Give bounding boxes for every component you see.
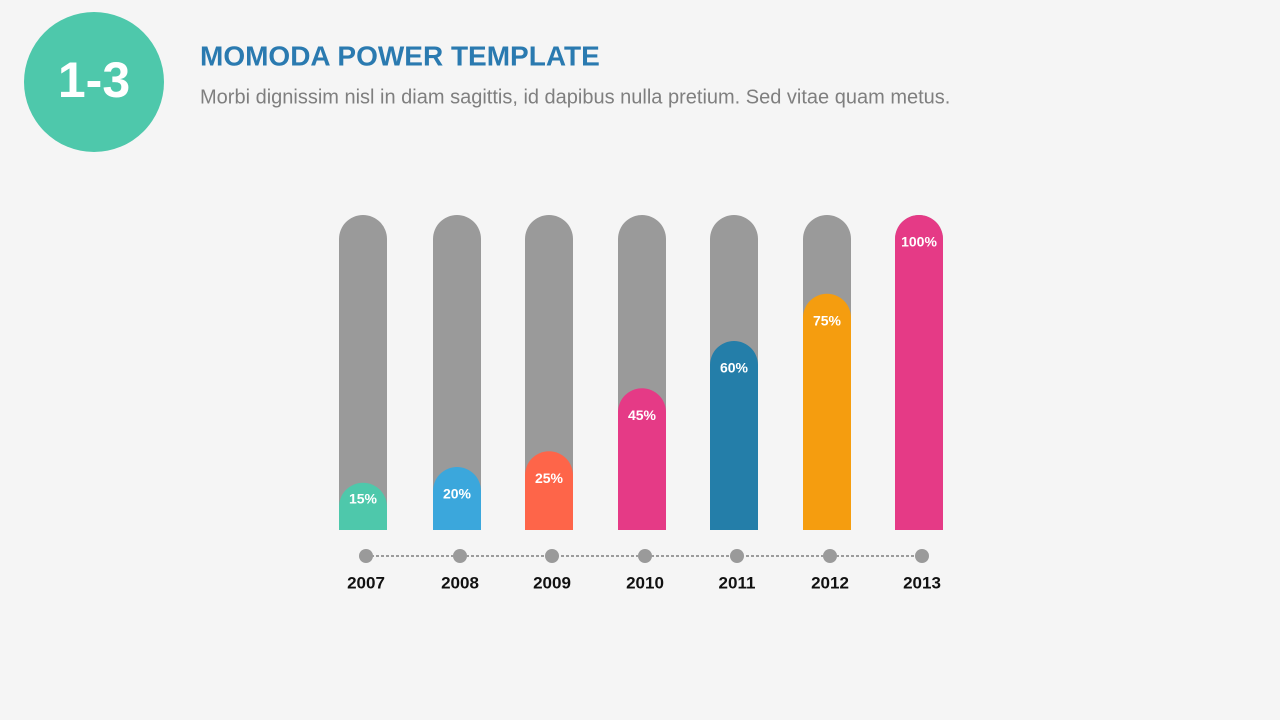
bar-track bbox=[525, 215, 573, 530]
timeline-dot bbox=[359, 549, 373, 563]
value-label: 15% bbox=[349, 491, 378, 507]
x-tick-label: 2013 bbox=[903, 573, 941, 592]
timeline-dot bbox=[453, 549, 467, 563]
bar bbox=[525, 451, 573, 530]
bar-track bbox=[339, 215, 387, 530]
x-tick-label: 2009 bbox=[533, 573, 571, 592]
timeline-dot bbox=[730, 549, 744, 563]
bar bbox=[895, 215, 943, 530]
bar bbox=[339, 482, 387, 530]
value-label: 100% bbox=[901, 234, 937, 250]
x-tick-label: 2010 bbox=[626, 573, 664, 592]
badge-text: 1-3 bbox=[58, 52, 130, 108]
timeline-dot bbox=[823, 549, 837, 563]
bar bbox=[710, 341, 758, 530]
bar bbox=[803, 293, 851, 530]
x-tick-label: 2012 bbox=[811, 573, 849, 592]
x-tick-label: 2007 bbox=[347, 573, 385, 592]
timeline-dot bbox=[915, 549, 929, 563]
title: MOMODA POWER TEMPLATE bbox=[200, 40, 600, 71]
bar bbox=[618, 388, 666, 530]
timeline-dot bbox=[545, 549, 559, 563]
badge bbox=[24, 12, 164, 152]
timeline-dot bbox=[638, 549, 652, 563]
bar-track bbox=[433, 215, 481, 530]
value-label: 45% bbox=[628, 407, 657, 423]
bar bbox=[433, 467, 481, 530]
x-tick-label: 2008 bbox=[441, 573, 479, 592]
value-label: 60% bbox=[720, 360, 749, 376]
x-tick-label: 2011 bbox=[719, 573, 756, 592]
subtitle: Morbi dignissim nisl in diam sagittis, i… bbox=[200, 86, 950, 108]
value-label: 20% bbox=[443, 486, 472, 502]
value-label: 75% bbox=[813, 312, 842, 328]
value-label: 25% bbox=[535, 470, 564, 486]
